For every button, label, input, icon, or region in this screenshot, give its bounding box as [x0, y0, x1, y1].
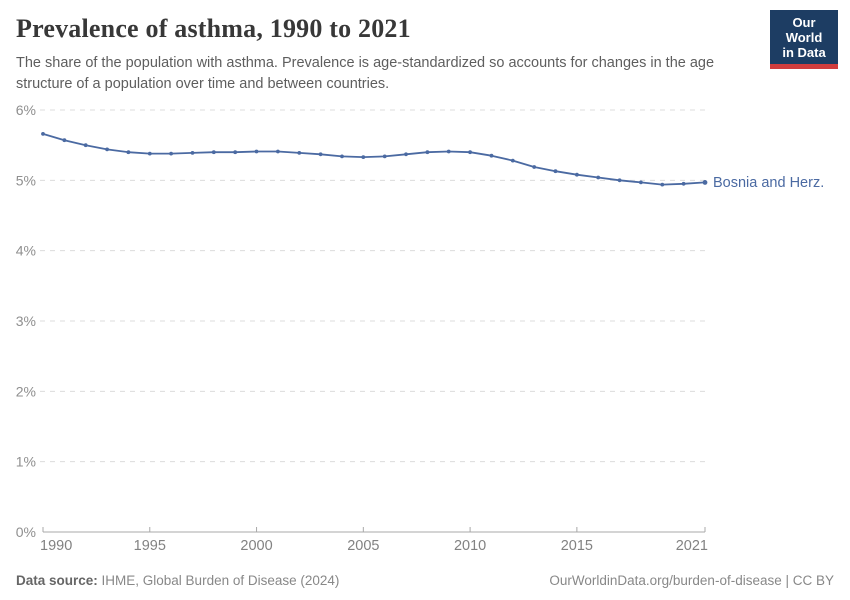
data-point [147, 151, 152, 156]
data-point [105, 147, 109, 152]
x-axis-label: 2005 [347, 538, 379, 554]
x-axis-label: 2000 [240, 538, 272, 554]
data-point [233, 150, 238, 155]
data-point [211, 150, 216, 155]
data-point [361, 155, 366, 160]
data-point [617, 178, 622, 183]
data-point [297, 151, 302, 155]
data-point [468, 150, 472, 155]
data-point [276, 149, 280, 154]
data-source-label: Data source: [16, 573, 98, 588]
owid-logo-line1: Our World [785, 15, 823, 45]
data-point [169, 151, 174, 156]
data-source: Data source: IHME, Global Burden of Dise… [16, 573, 339, 588]
data-point [532, 165, 537, 169]
data-line [42, 133, 706, 186]
data-point [489, 153, 494, 158]
x-axis-label: 1995 [134, 538, 166, 554]
data-source-text: IHME, Global Burden of Disease (2024) [97, 573, 340, 588]
data-point [681, 181, 686, 186]
data-point [510, 158, 515, 163]
y-axis-label: 4% [16, 243, 36, 259]
series-label[interactable]: Bosnia and Herz. [713, 175, 824, 191]
data-point [553, 169, 558, 174]
data-point-last [702, 180, 708, 185]
data-point [660, 182, 665, 187]
data-point [126, 150, 131, 155]
chart-subtitle: The share of the population with asthma.… [16, 55, 715, 93]
data-point [596, 175, 601, 180]
x-axis-label: 2021 [676, 538, 708, 554]
x-axis-label: 1990 [40, 538, 72, 554]
data-point [318, 152, 323, 157]
chart-footer: Data source: IHME, Global Burden of Dise… [16, 573, 834, 588]
owid-logo[interactable]: Our World in Data [770, 10, 838, 69]
data-point [340, 154, 344, 159]
y-axis-label: 0% [16, 524, 36, 540]
data-point [425, 150, 430, 155]
data-point [83, 143, 88, 148]
data-point [404, 152, 408, 157]
y-axis-label: 5% [16, 172, 36, 188]
data-point [190, 151, 195, 155]
data-point [639, 180, 643, 185]
data-point [382, 154, 387, 159]
y-axis-label: 6% [16, 102, 36, 118]
data-point [41, 132, 45, 136]
y-axis-label: 3% [16, 313, 36, 329]
x-axis-label: 2010 [454, 538, 486, 554]
data-point [62, 138, 67, 143]
y-axis-label: 2% [16, 383, 36, 399]
chart-header: Prevalence of asthma, 1990 to 2021 The s… [16, 14, 750, 95]
owid-url-license[interactable]: OurWorldinData.org/burden-of-disease | C… [549, 573, 834, 588]
y-axis-label: 1% [16, 454, 36, 470]
x-axis-label: 2015 [561, 538, 593, 554]
chart-title: Prevalence of asthma, 1990 to 2021 [16, 14, 411, 43]
data-point [254, 149, 259, 154]
data-point [446, 149, 451, 154]
owid-logo-line2: in Data [782, 45, 826, 60]
data-point [575, 172, 579, 177]
